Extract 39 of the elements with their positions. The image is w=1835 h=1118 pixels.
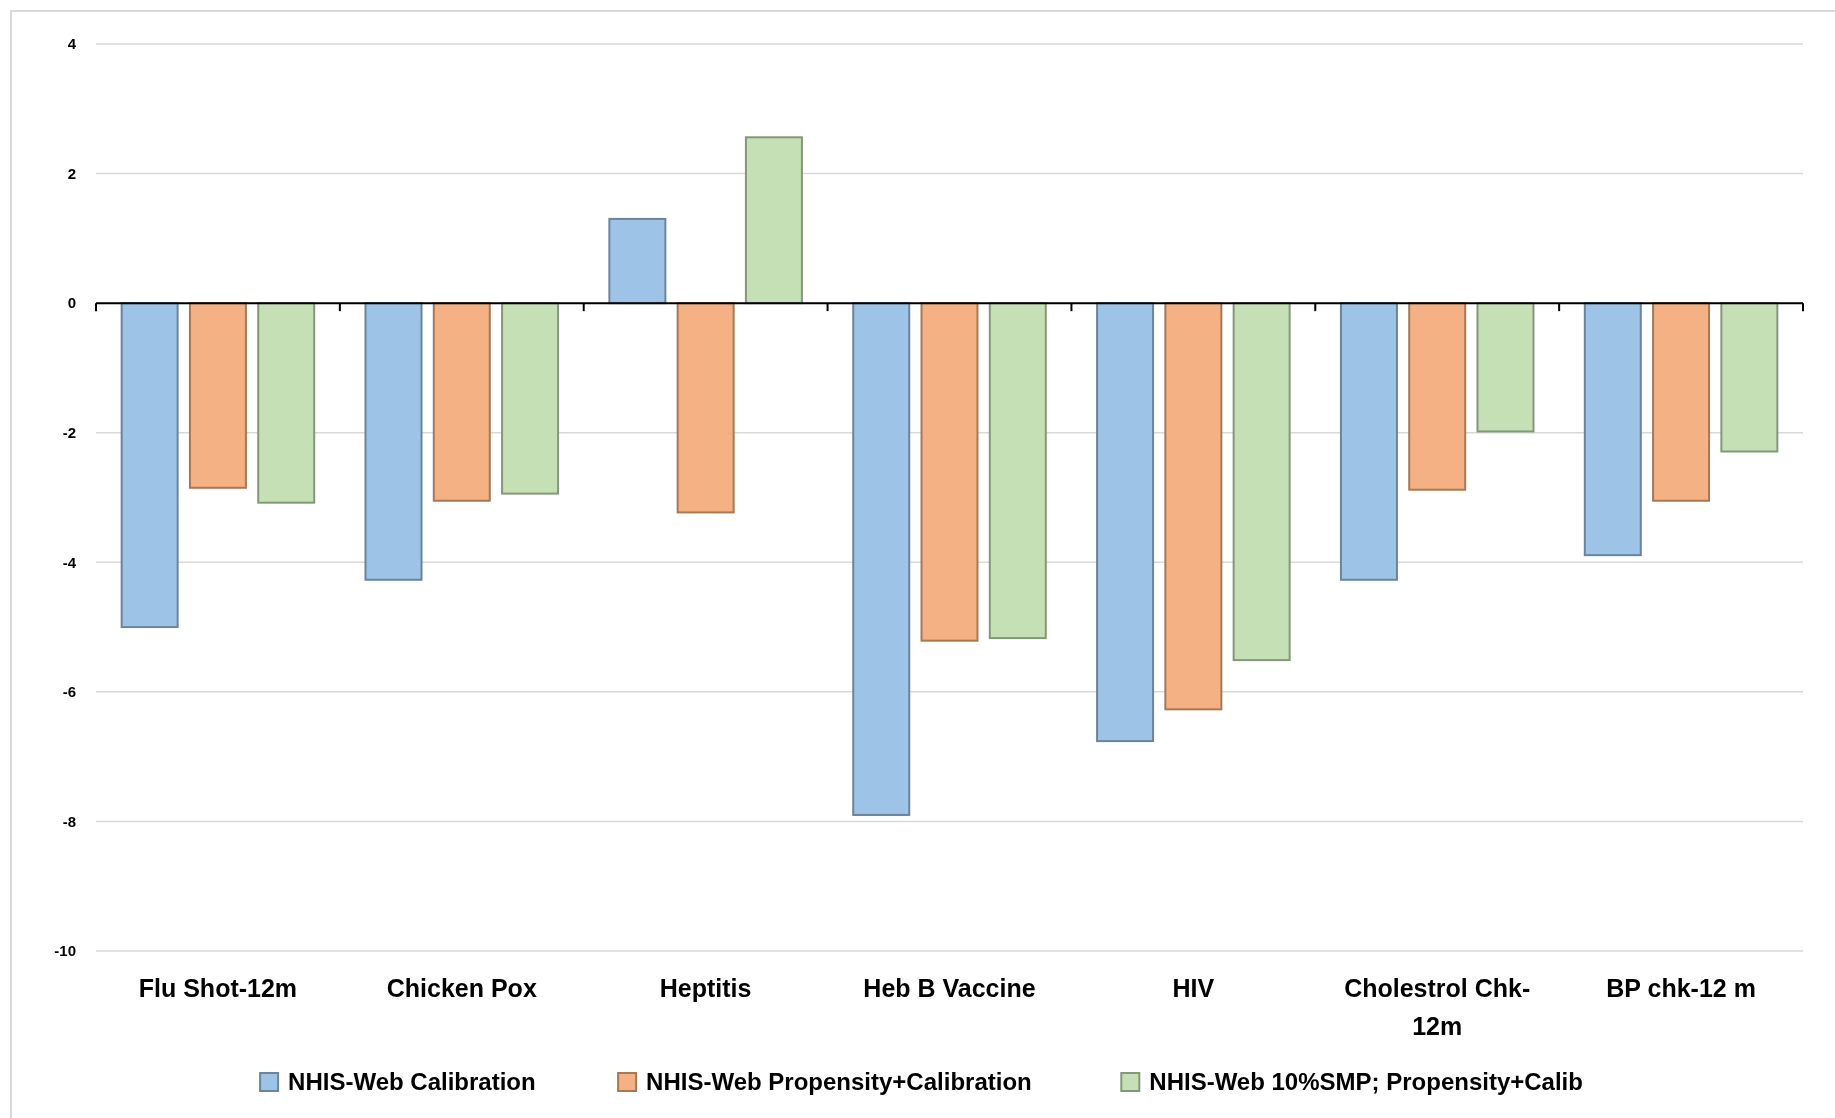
x-tick-label: Heb B Vaccine <box>863 974 1036 1002</box>
bar <box>120 302 179 629</box>
y-tick-label: 4 <box>67 35 77 53</box>
bar <box>1339 302 1398 581</box>
x-tick-label: Heptitis <box>659 974 752 1002</box>
bar <box>608 217 667 305</box>
x-tick-label: Flu Shot-12m <box>138 974 298 1002</box>
bar <box>1476 302 1535 433</box>
bar <box>1408 302 1467 491</box>
y-tick-label: -10 <box>54 942 76 960</box>
bar <box>852 302 911 816</box>
y-tick-label: -2 <box>62 423 76 441</box>
legend-label: NHIS-Web Calibration <box>288 1068 536 1096</box>
bar <box>920 302 979 642</box>
bar <box>1096 302 1155 743</box>
bar <box>988 302 1047 640</box>
y-tick-label: 0 <box>67 294 76 312</box>
bar <box>257 302 316 504</box>
y-tick-label: -8 <box>62 812 76 830</box>
bar <box>1164 302 1223 711</box>
bar <box>1583 302 1642 557</box>
legend-label: NHIS-Web 10%SMP; Propensity+Calib <box>1149 1068 1583 1096</box>
x-tick-label: Chicken Pox <box>386 974 537 1002</box>
x-tick-label: Cholestrol Chk-12m <box>1344 974 1531 1040</box>
legend-label: NHIS-Web Propensity+Calibration <box>646 1068 1032 1096</box>
x-tick-label: BP chk-12 m <box>1606 974 1756 1002</box>
bar <box>1720 302 1779 453</box>
y-tick-label: 2 <box>67 164 76 182</box>
bar <box>432 302 491 502</box>
bar <box>1652 302 1711 502</box>
x-tick-label: HIV <box>1172 974 1215 1002</box>
bar <box>188 302 247 489</box>
bar <box>501 302 560 495</box>
bar <box>744 136 803 305</box>
bar <box>676 302 735 514</box>
bar <box>1232 302 1291 662</box>
y-tick-label: -4 <box>62 553 77 571</box>
y-tick-label: -6 <box>62 683 76 701</box>
bar <box>364 302 423 581</box>
